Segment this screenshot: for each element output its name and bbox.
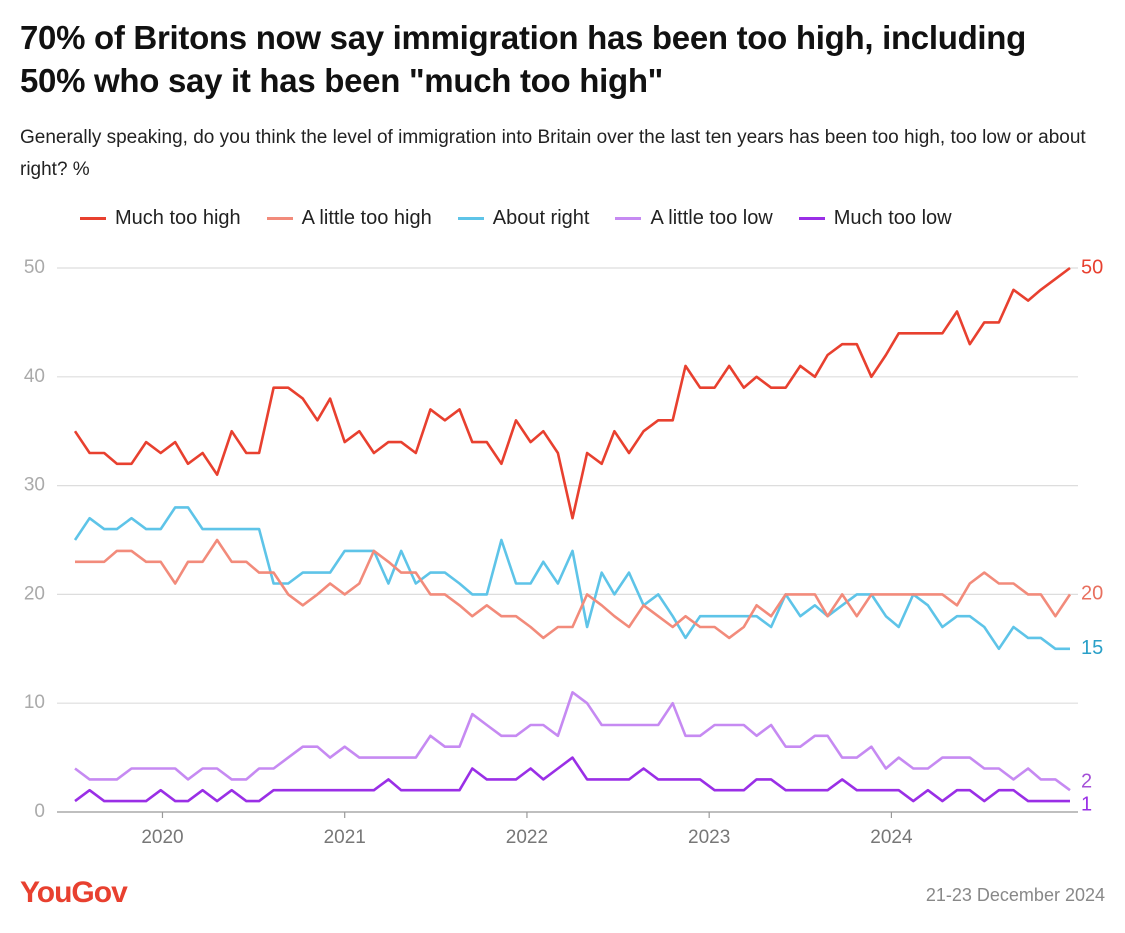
chart-subtitle: Generally speaking, do you think the lev…	[20, 127, 1086, 180]
x-tick-label: 2020	[141, 827, 183, 848]
legend-item: A little too low	[615, 207, 773, 230]
chart-title: 70% of Britons now say immigration has b…	[20, 19, 1027, 99]
series-line	[74, 756, 1070, 803]
series-line	[75, 538, 1072, 640]
series-line	[73, 266, 1071, 520]
legend-swatch	[80, 217, 106, 220]
series-line	[73, 506, 1070, 651]
series-line	[74, 691, 1071, 792]
legend-label: Much too high	[115, 207, 241, 229]
legend-item: Much too high	[80, 207, 241, 230]
legend-swatch	[798, 217, 825, 220]
legend-item: A little too high	[266, 207, 432, 230]
x-tick-label: 2024	[870, 827, 913, 848]
x-tick-label: 2022	[506, 827, 548, 848]
y-tick-label: 30	[24, 475, 45, 496]
date-note: 21-23 December 2024	[925, 885, 1105, 905]
legend-label: A little too high	[301, 207, 432, 229]
end-label: 50	[1081, 256, 1103, 278]
x-tick-label: 2023	[688, 827, 730, 848]
legend-swatch	[615, 217, 642, 220]
legend-item: Much too low	[798, 207, 952, 230]
y-tick-label: 0	[34, 801, 45, 822]
y-tick-label: 10	[24, 692, 45, 713]
legend-label: A little too low	[650, 207, 773, 229]
legend: Much too high A little too high About righ…	[80, 207, 952, 230]
legend-label: About right	[492, 207, 590, 229]
end-label: 1	[1081, 793, 1092, 815]
end-label: 20	[1081, 583, 1103, 605]
y-tick-label: 50	[24, 257, 45, 278]
end-label: 15	[1081, 637, 1103, 659]
legend-item: About right	[457, 207, 590, 230]
legend-label: Much too low	[833, 207, 952, 229]
y-tick-label: 40	[24, 366, 45, 387]
brand-logo: YouGov	[20, 876, 128, 909]
x-tick-label: 2021	[324, 827, 366, 848]
legend-swatch	[457, 217, 484, 220]
y-tick-label: 20	[24, 583, 45, 604]
end-label: 2	[1081, 771, 1092, 793]
legend-swatch	[266, 217, 293, 220]
